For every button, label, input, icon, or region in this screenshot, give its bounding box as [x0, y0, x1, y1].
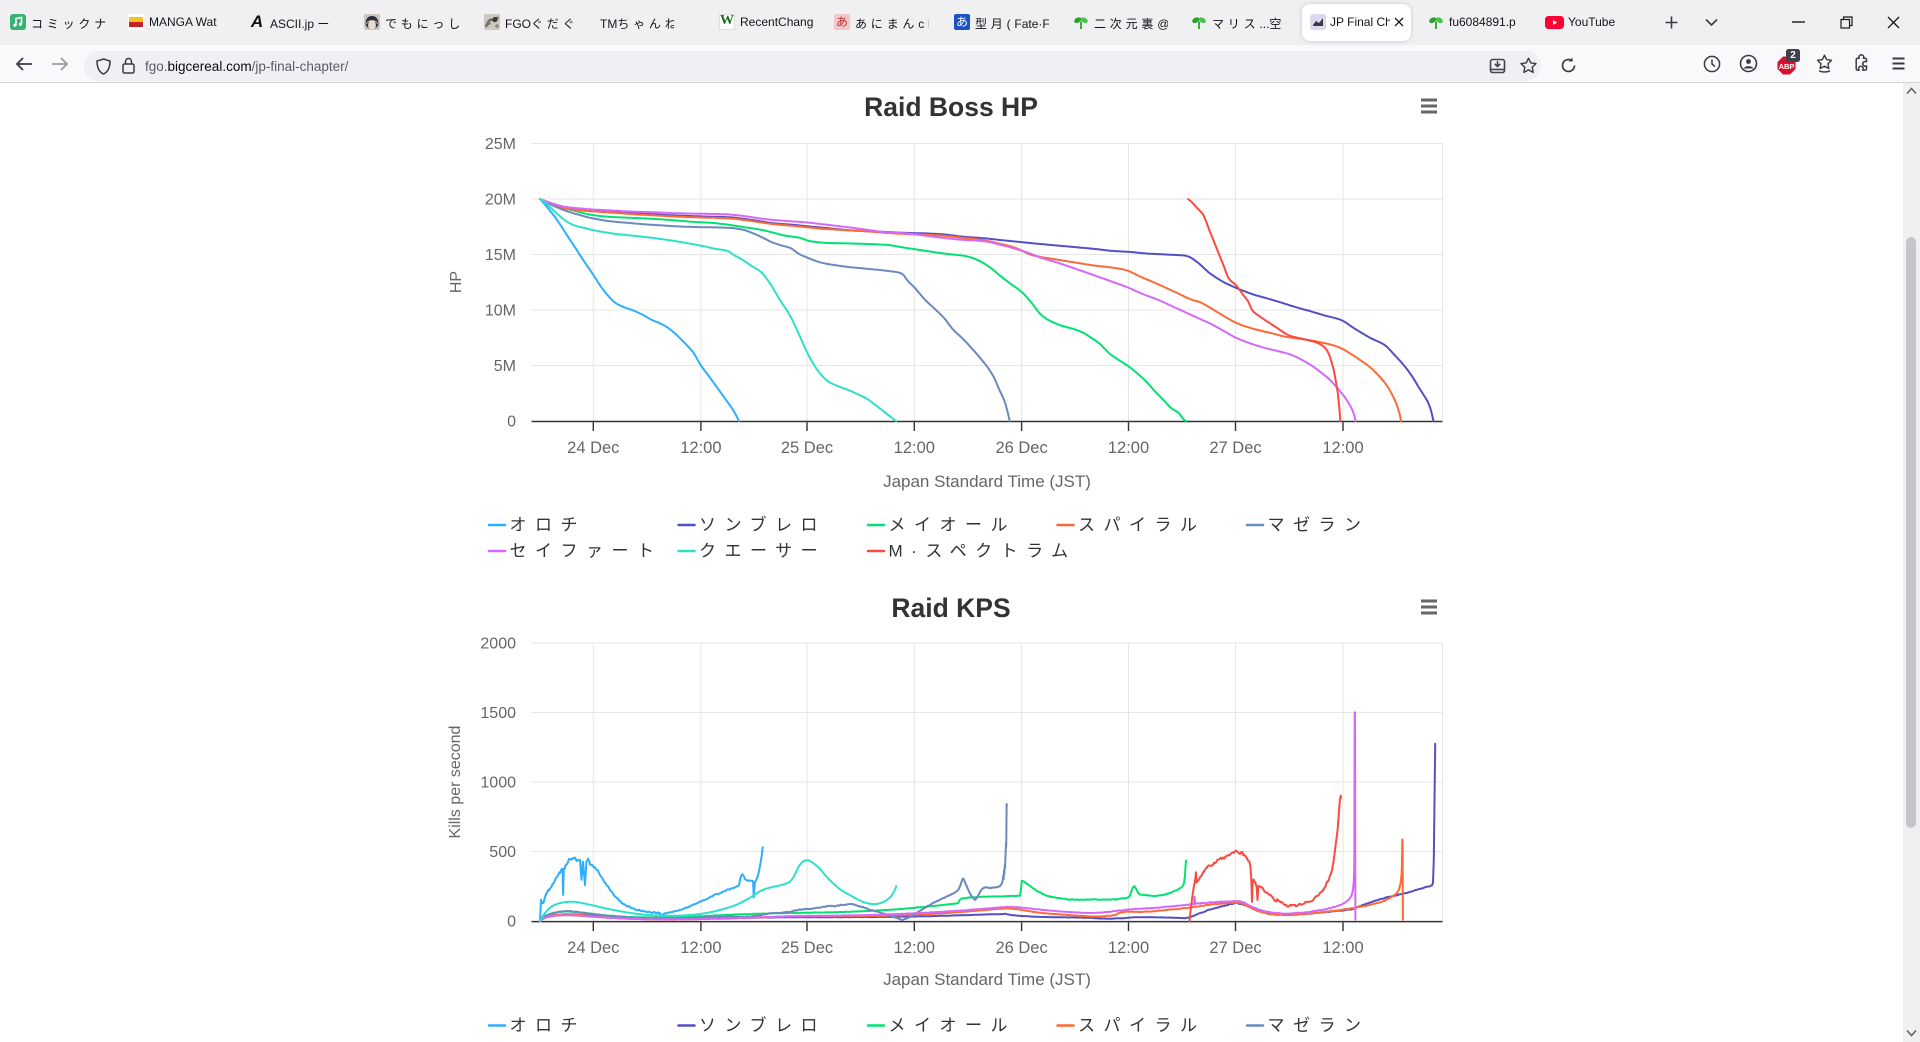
svg-text:Japan Standard Time (JST): Japan Standard Time (JST)	[883, 472, 1091, 491]
svg-text:1000: 1000	[480, 775, 516, 792]
svg-text:クエーサー: クエーサー	[699, 542, 826, 561]
svg-text:Kills per second: Kills per second	[447, 726, 464, 839]
svg-text:オロチ: オロチ	[510, 1016, 587, 1035]
svg-text:スパイラル: スパイラル	[1078, 1016, 1206, 1035]
svg-text:25 Dec: 25 Dec	[781, 939, 833, 957]
svg-text:12:00: 12:00	[1108, 439, 1149, 457]
svg-text:Japan Standard Time (JST): Japan Standard Time (JST)	[883, 970, 1091, 989]
svg-text:25 Dec: 25 Dec	[781, 439, 833, 457]
svg-text:0: 0	[507, 914, 516, 931]
svg-text:2000: 2000	[480, 636, 516, 653]
svg-text:15M: 15M	[485, 247, 516, 264]
svg-text:12:00: 12:00	[894, 439, 935, 457]
svg-text:26 Dec: 26 Dec	[995, 439, 1047, 457]
svg-text:12:00: 12:00	[1108, 939, 1149, 957]
svg-text:マゼラン: マゼラン	[1268, 516, 1370, 535]
svg-text:500: 500	[489, 844, 516, 861]
svg-text:12:00: 12:00	[1322, 939, 1363, 957]
svg-text:27 Dec: 27 Dec	[1209, 439, 1261, 457]
svg-text:Raid Boss HP: Raid Boss HP	[864, 92, 1038, 122]
svg-text:Raid KPS: Raid KPS	[891, 593, 1010, 623]
svg-text:24 Dec: 24 Dec	[567, 939, 619, 957]
svg-text:12:00: 12:00	[680, 939, 721, 957]
svg-text:1500: 1500	[480, 705, 516, 722]
svg-text:メイオール: メイオール	[889, 1016, 1017, 1035]
svg-text:12:00: 12:00	[894, 939, 935, 957]
svg-text:24 Dec: 24 Dec	[567, 439, 619, 457]
svg-text:ソンブレロ: ソンブレロ	[699, 515, 826, 535]
svg-text:10M: 10M	[485, 303, 516, 320]
svg-text:ABP: ABP	[1779, 62, 1795, 71]
svg-text:マゼラン: マゼラン	[1268, 1016, 1370, 1035]
svg-text:オロチ: オロチ	[510, 516, 587, 535]
svg-text:メイオール: メイオール	[889, 516, 1017, 535]
svg-text:12:00: 12:00	[680, 439, 721, 457]
svg-text:12:00: 12:00	[1322, 439, 1363, 457]
svg-text:20M: 20M	[485, 192, 516, 209]
svg-text:スパイラル: スパイラル	[1078, 516, 1206, 535]
svg-text:27 Dec: 27 Dec	[1209, 939, 1261, 957]
svg-text:25M: 25M	[485, 136, 516, 153]
svg-text:0: 0	[507, 414, 516, 431]
svg-text:5M: 5M	[494, 358, 516, 375]
svg-text:M·スペクトラム: M·スペクトラム	[889, 542, 1077, 561]
svg-text:セイファート: セイファート	[510, 542, 663, 561]
svg-text:HP: HP	[448, 271, 465, 293]
svg-text:26 Dec: 26 Dec	[995, 939, 1047, 957]
svg-text:ソンブレロ: ソンブレロ	[699, 1015, 826, 1035]
